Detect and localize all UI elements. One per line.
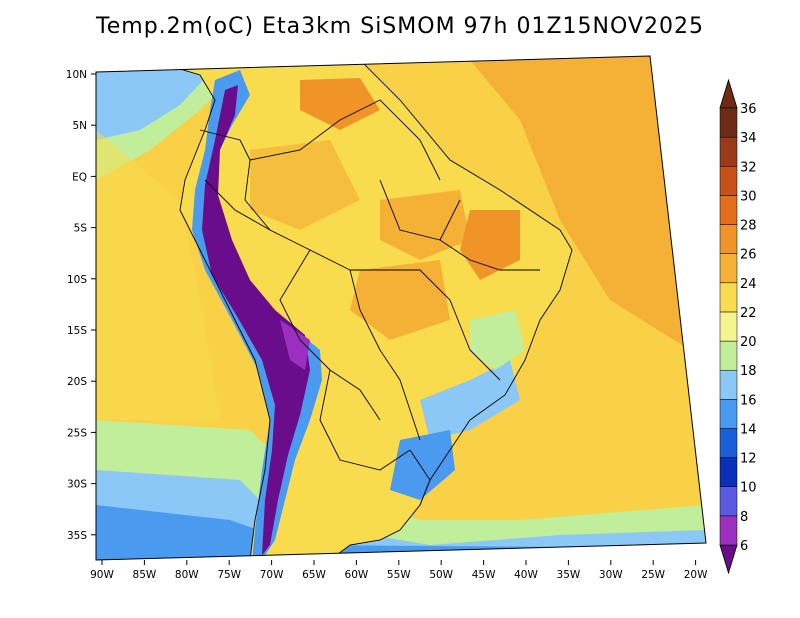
colorbar-level-label: 12: [740, 452, 757, 467]
lat-tick-label: 25S: [67, 427, 87, 439]
lon-tick-label: 40W: [514, 569, 538, 581]
lon-tick-label: 20W: [684, 569, 708, 581]
border-state-central: [350, 269, 501, 381]
colorbar-under-triangle: [719, 544, 738, 575]
colorbar-level-label: 10: [740, 481, 757, 496]
lon-tick-label: 35W: [557, 569, 581, 581]
andes-coldest-band: [202, 85, 310, 555]
lon-tick-label: 30W: [599, 569, 623, 581]
lon-tick-label: 85W: [133, 569, 157, 581]
colorbar-bin: [719, 457, 738, 487]
border-state-northeast: [439, 239, 540, 271]
colorbar-bin: [719, 107, 738, 138]
colorbar-bin: [719, 428, 738, 458]
map-title: Temp.2m(oC) Eta3km SiSMOM 97h 01Z15NOV20…: [96, 14, 704, 39]
colorbar-level-label: 26: [740, 248, 757, 263]
border-ecuador-colombia: [199, 129, 251, 161]
lon-tick-label: 55W: [387, 569, 411, 581]
border-bolivia: [279, 249, 381, 421]
colorbar-bin: [719, 515, 738, 546]
lat-tick-label: 20S: [67, 376, 87, 388]
political-borders: [149, 59, 573, 560]
border-north-brazil: [249, 99, 441, 181]
warm-patch-para: [380, 190, 470, 260]
colorbar-bin: [719, 253, 738, 284]
lat-tick-label: 35S: [67, 530, 87, 542]
colorbar-level-label: 36: [740, 102, 757, 117]
warm-patch-mato-grosso: [350, 260, 450, 340]
lon-tick-label: 25W: [641, 569, 665, 581]
lat-tick-label: 15S: [67, 325, 87, 337]
lat-tick-label: 10S: [67, 274, 87, 286]
colorbar-bin: [719, 136, 738, 167]
colorbar-bin: [719, 282, 738, 313]
lat-tick-label: 30S: [67, 479, 87, 491]
colorbar-over-triangle: [719, 78, 738, 109]
temperature-colorbar: 6 8 10 12 14 16 18 20 22 24 26 28 30 32 34 36: [719, 78, 757, 575]
latitude-axis: 10N 5N EQ 5S 10S 15S 20S 25S 30S 35S: [66, 69, 96, 542]
colorbar-level-label: 22: [740, 306, 757, 321]
warm-patch-amazon: [250, 140, 360, 230]
colorbar-bin: [719, 195, 738, 225]
cool-patch-south: [390, 430, 455, 500]
lon-tick-label: 45W: [472, 569, 496, 581]
lon-tick-label: 90W: [90, 569, 114, 581]
lat-tick-label: 5S: [74, 223, 88, 235]
border-state-para: [379, 179, 461, 241]
colorbar-level-label: 28: [740, 219, 757, 234]
longitude-axis: 90W 85W 80W 75W 70W 65W 60W 55W 50W 45W 40W 35W 30W 2…: [90, 560, 708, 581]
lon-tick-label: 50W: [429, 569, 453, 581]
warm-patch-piaui: [460, 210, 520, 280]
map-frame: [95, 55, 707, 561]
colorbar-level-label: 14: [740, 422, 757, 437]
lat-tick-label: 5N: [72, 120, 87, 132]
colorbar-bin: [719, 486, 738, 517]
colorbar-level-label: 20: [740, 335, 757, 350]
lon-tick-label: 60W: [345, 569, 369, 581]
map-domain: [96, 56, 706, 560]
colorbar-level-label: 18: [740, 364, 757, 379]
coastline-atlantic: [329, 59, 573, 560]
border-paraguay: [319, 369, 411, 471]
colorbar-level-label: 8: [740, 510, 748, 525]
colorbar-bin: [719, 166, 738, 196]
colorbar-bin: [719, 224, 738, 254]
colorbar-bin: [719, 399, 738, 429]
colorbar-bin: [719, 311, 738, 342]
warm-patch-venezuela: [300, 78, 380, 130]
colorbar-level-label: 24: [740, 277, 757, 292]
pacific-mild-zone: [96, 130, 220, 420]
cool-patch-minas: [470, 310, 525, 370]
colorbar-bin: [719, 340, 738, 371]
colorbar-bin: [719, 369, 738, 400]
andes-altiplano: [280, 320, 310, 370]
colorbar-level-label: 32: [740, 160, 757, 175]
cool-patch-southeast: [420, 360, 520, 440]
border-uruguay: [409, 449, 431, 506]
lon-tick-label: 65W: [302, 569, 326, 581]
lon-tick-label: 70W: [260, 569, 284, 581]
lat-tick-label: 10N: [66, 69, 87, 81]
border-peru: [204, 179, 271, 231]
lon-tick-label: 75W: [217, 569, 241, 581]
southern-coldest-band: [96, 505, 706, 560]
pacific-colder-north: [96, 62, 220, 140]
lon-tick-label: 80W: [175, 569, 199, 581]
colorbar-level-label: 16: [740, 393, 757, 408]
border-west-brazil: [244, 159, 421, 441]
colorbar-level-label: 30: [740, 189, 757, 204]
lat-tick-label: EQ: [72, 171, 87, 183]
colorbar-level-label: 34: [740, 131, 757, 146]
coastline-pacific: [149, 59, 271, 560]
colorbar-level-label: 6: [740, 539, 748, 554]
